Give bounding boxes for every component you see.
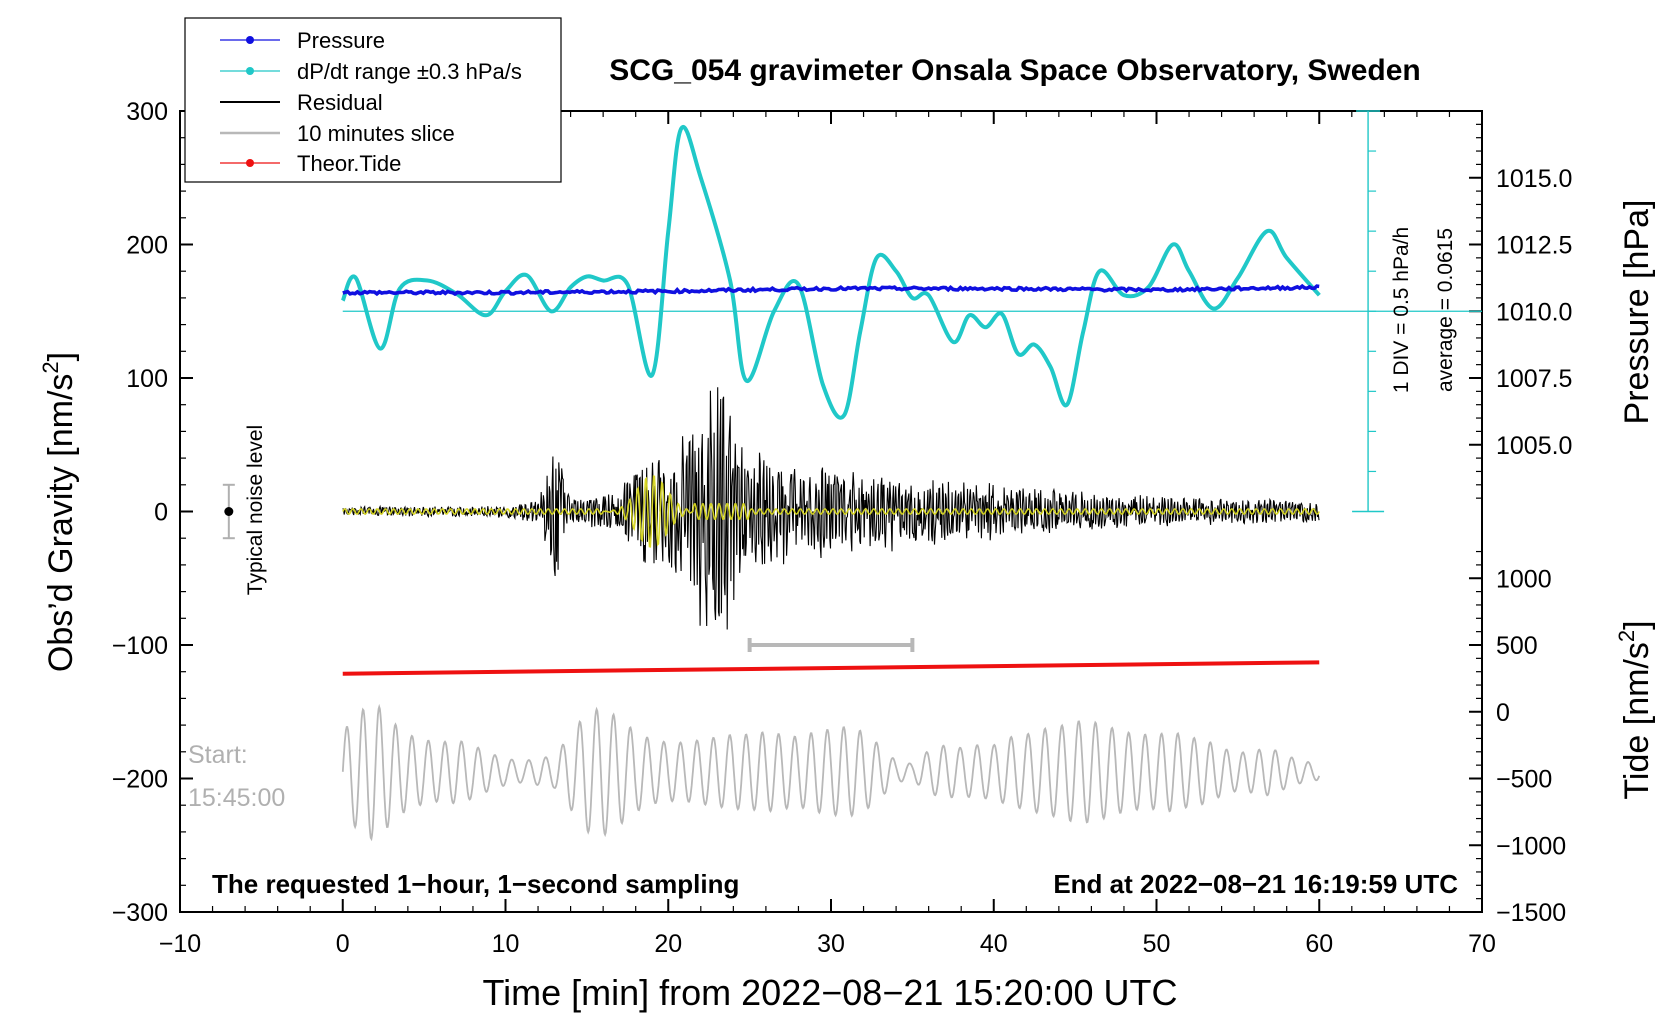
x-tick-label: 30 [817, 930, 845, 958]
tide-line [342, 660, 1320, 676]
start-time: 15:45:00 [188, 784, 285, 812]
superscript-2: 2 [38, 361, 63, 373]
tide-tick-label: −1500 [1496, 899, 1566, 927]
legend-marker-dpdt [246, 67, 254, 75]
y-axis-label-left: Obs’d Gravity [nm/s2] [38, 352, 80, 672]
legend: Pressure dP/dt range ±0.3 hPa/s Residual… [184, 17, 562, 183]
legend-marker-tide [246, 159, 254, 167]
pressure-line [342, 283, 1320, 297]
x-tick-label: 60 [1305, 930, 1333, 958]
tide-tick-label: 1000 [1496, 565, 1552, 593]
tide-tick-label: 0 [1496, 699, 1510, 727]
closing-bracket: ] [42, 352, 80, 361]
x-tick-label: 20 [654, 930, 682, 958]
closing-bracket: ] [1618, 620, 1656, 629]
legend-label-slice: 10 minutes slice [297, 121, 455, 146]
superscript-2: 2 [1614, 630, 1639, 642]
start-label: Start: [188, 741, 248, 769]
legend-label-residual: Residual [297, 90, 383, 115]
footer-right: End at 2022−08−21 16:19:59 UTC [1053, 869, 1458, 899]
dpdt-scale-label: 1 DIV = 0.5 hPa/h [1390, 227, 1413, 393]
tide-tick-label: 500 [1496, 632, 1538, 660]
y-tick-label: 200 [126, 232, 168, 260]
annotations [222, 110, 1482, 652]
slice-series [341, 703, 1321, 842]
x-tick-label: 40 [980, 930, 1008, 958]
legend-marker-pressure [246, 36, 254, 44]
x-tick-label: 10 [492, 930, 520, 958]
tide-series [342, 660, 1320, 676]
y-axis-label-pressure: Pressure [hPa] [1618, 200, 1656, 425]
pressure-tick-label: 1010.0 [1496, 298, 1572, 326]
x-axis-label: Time [min] from 2022−08−21 15:20:00 UTC [482, 972, 1177, 1013]
pressure-tick-label: 1005.0 [1496, 432, 1572, 460]
x-tick-label: 70 [1468, 930, 1496, 958]
legend-label-pressure: Pressure [297, 28, 385, 53]
legend-box [184, 17, 562, 183]
y-tick-label: 0 [154, 499, 168, 527]
footer-left: The requested 1−hour, 1−second sampling [212, 869, 739, 899]
y-tick-label: 300 [126, 98, 168, 126]
chart-title: SCG_054 gravimeter Onsala Space Observat… [609, 54, 1421, 87]
y-tick-label: 100 [126, 365, 168, 393]
y-tick-label: −300 [112, 899, 168, 927]
tide-tick-label: −500 [1496, 766, 1552, 794]
y-tick-label: −100 [112, 632, 168, 660]
y-tick-label: −200 [112, 766, 168, 794]
legend-label-dpdt: dP/dt range ±0.3 hPa/s [297, 59, 522, 84]
y-axis-label-tide: Tide [nm/s2] [1614, 620, 1656, 799]
dpdt-average-label: average = 0.0615 [1434, 228, 1457, 392]
noise-level-label: Typical noise level [244, 425, 267, 595]
pressure-tick-label: 1015.0 [1496, 165, 1572, 193]
residual-series [342, 387, 1320, 630]
pressure-series [342, 283, 1320, 297]
pressure-tick-label: 1007.5 [1496, 365, 1572, 393]
legend-label-tide: Theor.Tide [297, 151, 401, 176]
x-tick-label: 50 [1143, 930, 1171, 958]
pressure-tick-label: 1012.5 [1496, 232, 1572, 260]
slice-line [341, 703, 1321, 842]
noise-dot [224, 507, 234, 516]
tide-tick-label: −1000 [1496, 832, 1566, 860]
x-tick-label: 0 [336, 930, 350, 958]
residual-filtered-line [342, 475, 1320, 548]
x-tick-label: −10 [159, 930, 201, 958]
axis-ticks: −10 0 10 20 30 40 50 60 70−300−200−1000100200300… [112, 98, 1573, 958]
